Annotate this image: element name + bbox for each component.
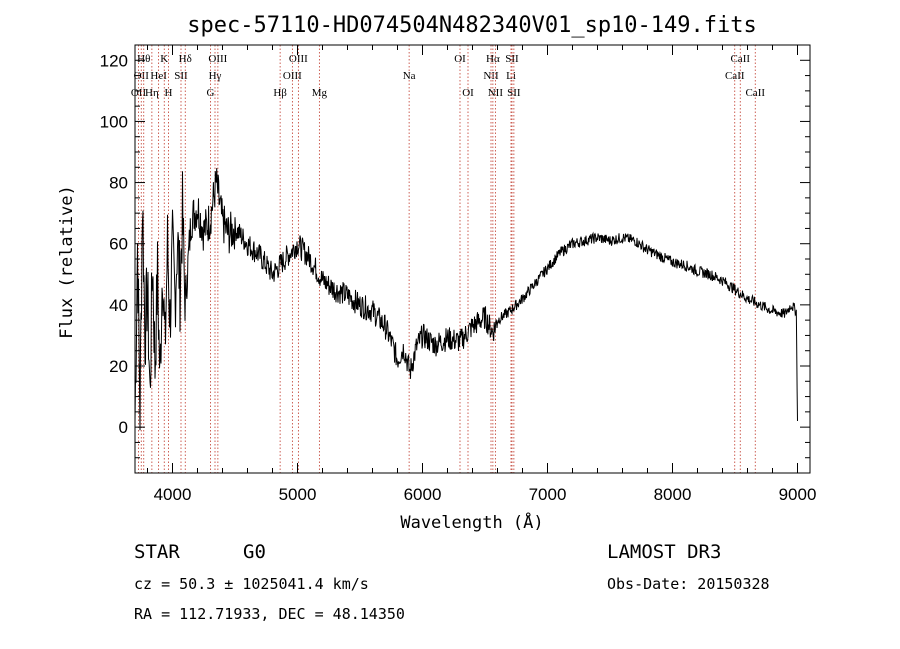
x-tick-label: 7000 bbox=[529, 485, 567, 504]
x-tick-label: 5000 bbox=[279, 485, 317, 504]
spectral-line-label: OIII bbox=[208, 53, 227, 65]
observation-date: Obs-Date: 20150328 bbox=[607, 575, 770, 593]
x-tick-label: 6000 bbox=[404, 485, 442, 504]
spectral-line-label: NII bbox=[488, 87, 504, 99]
y-tick-label: 80 bbox=[109, 174, 128, 193]
sky-coordinates: RA = 112.71933, DEC = 48.14350 bbox=[134, 605, 405, 623]
y-tick-label: 100 bbox=[100, 112, 128, 131]
spectral-line-label: SII bbox=[174, 70, 188, 82]
plot-area: OIIOIIHθHηHeIKHSIIHδGHγOIIIHβOIIIOIIIMgN… bbox=[100, 44, 817, 504]
spectral-line-label: Hα bbox=[486, 53, 500, 65]
spectral-line-label: Hη bbox=[145, 87, 159, 99]
spectral-line-label: OII bbox=[134, 70, 150, 82]
spectral-line-label: SII bbox=[505, 53, 519, 65]
spectral-line-label: HeI bbox=[150, 70, 167, 82]
flux-series-line bbox=[134, 168, 798, 431]
spectral-line-label: Li bbox=[506, 70, 516, 82]
spectral-line-label: Hθ bbox=[137, 53, 150, 65]
spectral-line-label: OIII bbox=[283, 70, 302, 82]
spectral-line-label: CaII bbox=[725, 70, 745, 82]
spectral-line-label: OI bbox=[454, 53, 466, 65]
plot-frame bbox=[134, 44, 811, 474]
x-tick-label: 8000 bbox=[654, 485, 692, 504]
spectral-line-label: CaII bbox=[745, 87, 765, 99]
y-tick-label: 0 bbox=[119, 418, 128, 437]
y-axis-label: Flux (relative) bbox=[57, 185, 77, 339]
spectral-line-label: Hγ bbox=[209, 70, 222, 82]
x-tick-label: 9000 bbox=[779, 485, 817, 504]
spectral-line-label: H bbox=[165, 87, 173, 99]
spectral-line-label: NII bbox=[483, 70, 499, 82]
survey-name: LAMOST DR3 bbox=[607, 541, 721, 563]
spectral-line-label: SII bbox=[507, 87, 521, 99]
y-tick-label: 120 bbox=[100, 51, 128, 70]
object-class: STAR bbox=[134, 541, 180, 563]
spectral-line-label: Hβ bbox=[273, 87, 287, 99]
y-tick-label: 60 bbox=[109, 235, 128, 254]
spectral-subclass: G0 bbox=[243, 541, 266, 563]
spectral-line-label: OI bbox=[462, 87, 474, 99]
spectral-line-label: OIII bbox=[289, 53, 308, 65]
redshift-velocity: cz = 50.3 ± 1025041.4 km/s bbox=[134, 575, 369, 593]
y-tick-label: 40 bbox=[109, 296, 128, 315]
chart-title: spec-57110-HD074504N482340V01_sp10-149.f… bbox=[187, 13, 757, 38]
x-tick-label: 4000 bbox=[154, 485, 192, 504]
x-axis-label: Wavelength (Å) bbox=[400, 511, 543, 533]
spectral-line-label: G bbox=[207, 87, 215, 99]
spectral-line-label: K bbox=[160, 53, 168, 65]
spectral-line-label: Na bbox=[403, 70, 416, 82]
spectral-line-label: Mg bbox=[312, 87, 328, 99]
y-tick-label: 20 bbox=[109, 357, 128, 376]
spectral-line-label: CaII bbox=[730, 53, 750, 65]
spectral-line-label: Hδ bbox=[179, 53, 192, 65]
